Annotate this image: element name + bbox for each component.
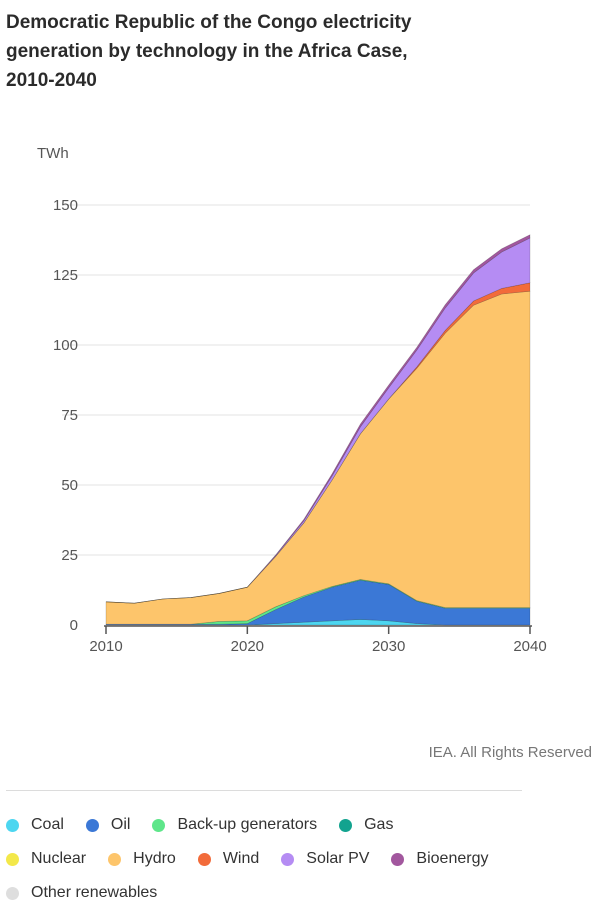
legend-item-other-renewables[interactable]: Other renewables xyxy=(6,884,157,902)
x-tick-label: 2020 xyxy=(231,638,264,655)
legend-label: Hydro xyxy=(133,850,176,867)
legend-swatch xyxy=(281,852,295,866)
y-tick-label: 100 xyxy=(53,337,78,354)
credit-text: IEA. All Rights Reserved xyxy=(428,744,592,761)
x-tick-labels: 2010 2020 2030 2040 xyxy=(89,638,546,655)
x-tick-label: 2030 xyxy=(372,638,405,655)
area-solar-pv[interactable] xyxy=(105,237,531,604)
area-chart: 0 25 50 75 100 125 150 2010 2020 2030 2040 xyxy=(53,197,547,655)
legend-item-wind[interactable]: Wind xyxy=(197,850,260,868)
area-bioenergy[interactable] xyxy=(105,234,531,604)
legend-swatch xyxy=(6,886,19,900)
legend-row: Coal Oil Back-up generators Gas xyxy=(6,808,596,842)
area-hydro[interactable] xyxy=(105,290,531,625)
legend-label: Gas xyxy=(364,816,394,833)
x-tick-label: 2010 xyxy=(89,638,122,655)
y-tick-label: 50 xyxy=(61,477,78,494)
area-back-up-generators[interactable] xyxy=(106,579,531,625)
legend-item-gas[interactable]: Gas xyxy=(339,816,393,834)
legend-swatch xyxy=(197,852,211,866)
legend-item-nuclear[interactable]: Nuclear xyxy=(6,850,86,868)
legend-swatch xyxy=(339,818,353,832)
chart-title: Democratic Republic of the Congo electri… xyxy=(6,12,412,91)
legend-swatch xyxy=(391,852,405,866)
legend-item-bioenergy[interactable]: Bioenergy xyxy=(391,850,488,868)
legend-label: Bioenergy xyxy=(416,850,489,867)
legend-swatch xyxy=(6,852,19,866)
y-tick-label: 0 xyxy=(70,617,78,634)
legend: Coal Oil Back-up generators Gas Nuclear Hydro… xyxy=(6,808,596,910)
legend-label: Nuclear xyxy=(31,850,87,867)
y-tick-label: 150 xyxy=(53,197,78,214)
area-oil[interactable] xyxy=(105,579,531,626)
y-tick-labels: 0 25 50 75 100 125 150 xyxy=(53,197,78,634)
x-tick-label: 2040 xyxy=(513,638,546,655)
legend-item-solar-pv[interactable]: Solar PV xyxy=(281,850,369,868)
y-tick-label: 75 xyxy=(61,407,78,424)
y-tick-label: 125 xyxy=(53,267,78,284)
legend-label: Coal xyxy=(31,816,64,833)
legend-item-coal[interactable]: Coal xyxy=(6,816,64,834)
y-axis-unit: TWh xyxy=(37,145,69,162)
legend-swatch xyxy=(6,818,19,832)
legend-item-back-up-generators[interactable]: Back-up generators xyxy=(152,816,317,834)
legend-label: Wind xyxy=(222,850,260,867)
legend-swatch xyxy=(85,818,99,832)
legend-divider xyxy=(6,790,522,791)
legend-label: Oil xyxy=(110,816,131,833)
legend-item-oil[interactable]: Oil xyxy=(85,816,131,834)
legend-swatch xyxy=(152,818,166,832)
legend-label: Back-up generators xyxy=(177,816,318,833)
legend-swatch xyxy=(108,852,122,866)
x-axis xyxy=(104,625,532,634)
legend-label: Other renewables xyxy=(31,884,158,901)
area-series xyxy=(105,234,531,626)
y-tick-label: 25 xyxy=(61,547,78,564)
legend-row: Other renewables xyxy=(6,876,596,910)
legend-row: Nuclear Hydro Wind Solar PV Bioenergy xyxy=(6,842,596,876)
legend-item-hydro[interactable]: Hydro xyxy=(108,850,176,868)
legend-label: Solar PV xyxy=(306,850,370,867)
